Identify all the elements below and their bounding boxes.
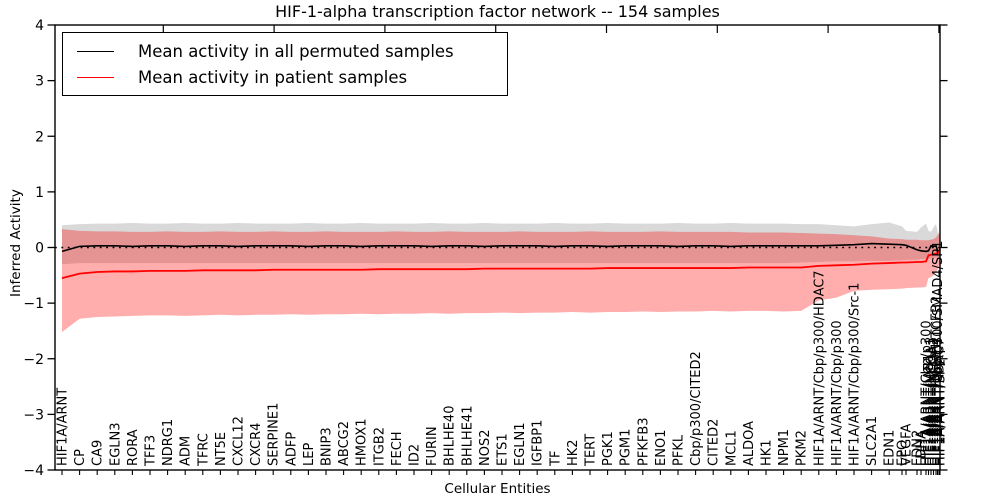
x-tick-label: EGLN1 (513, 422, 528, 466)
x-tick-label: ENO1 (654, 430, 669, 466)
x-tick-label: EDN2 (911, 430, 926, 466)
x-tick-label: CXCL12 (232, 416, 247, 466)
x-tick-label: SERPINE1 (267, 403, 282, 466)
x-tick-label: TFRC (196, 433, 211, 467)
x-tick-label: EPO (896, 440, 911, 466)
x-tick-label: IGFBP1 (531, 420, 546, 466)
x-tick-label: HIF1A/ARNT/JAB1 (922, 354, 937, 466)
legend-label-patient: Mean activity in patient samples (138, 67, 408, 87)
x-tick-label: NPM1 (777, 429, 792, 466)
x-tick-label: HIF1A/ARNT/Cbp/p300/HDAC7 (812, 270, 827, 466)
x-tick-label: TF (548, 451, 563, 467)
x-tick-label: CITED2 (707, 419, 722, 466)
x-tick-label: HIF1A/ARNT/SP1 (934, 359, 949, 466)
permuted-line-swatch (77, 50, 114, 52)
x-tick-label: HIF1A/ARNT/TCEB1/TCEB2 (930, 296, 945, 466)
patient-mean-line (61, 249, 941, 279)
x-tick-label: ADFP (284, 432, 299, 466)
x-tick-label: HIF1A/ARNT/Cbp/p300 (830, 320, 845, 466)
x-tick-label: BNIP3 (320, 427, 335, 466)
y-tick-label: 1 (35, 185, 44, 201)
x-tick-label: NT5E (214, 432, 229, 466)
x-tick-label: EGLN3 (108, 422, 123, 466)
x-tick-label: BHLHE40 (443, 406, 458, 466)
x-tick-label: HIF1A/ARNT (56, 388, 71, 466)
x-tick-label: EDN1 (883, 430, 898, 466)
x-tick-label: SLC2A1 (865, 416, 880, 466)
x-tick-label: HIF1A/ARNT/Cbp/p300/Src-1 (848, 283, 863, 466)
x-tick-label: NDRG1 (161, 419, 176, 466)
x-tick-label: PFKL (672, 434, 687, 466)
y-tick-label: 0 (35, 241, 44, 257)
legend-entry-patient: Mean activity in patient samples (77, 68, 507, 87)
x-tick-label: CA9 (91, 440, 106, 466)
x-tick-label: TFF3 (144, 435, 159, 467)
y-tick-label: −3 (23, 407, 44, 423)
x-tick-label: ABCG2 (337, 421, 352, 466)
permuted-confidence-band (62, 222, 940, 265)
y-axis-title: Inferred Activity (8, 189, 24, 297)
x-tick-label: ITGB2 (372, 427, 387, 466)
legend-entry-permuted: Mean activity in all permuted samples (77, 42, 507, 61)
y-tick-label: −1 (23, 296, 44, 312)
x-tick-label: HK1 (760, 439, 775, 466)
x-tick-label: HIF1A/ARNT/NCOA1 (925, 337, 940, 466)
x-tick-label: HIF1A/ARNT/NCOA2 (927, 337, 942, 466)
x-tick-label: HIF1A/ARNT/Cbp/p300/SMAD4/SP1 (931, 241, 946, 466)
x-tick-label: TERT (584, 434, 599, 467)
x-tick-label: ETS1 (496, 433, 511, 466)
x-tick-label: NOS2 (478, 430, 493, 466)
x-tick-label: LEP (302, 443, 317, 466)
patient-line-swatch (77, 76, 114, 78)
x-tick-label: HMOX1 (355, 418, 370, 466)
y-tick-label: 3 (35, 74, 44, 90)
x-tick-label: PKM2 (795, 430, 810, 466)
y-tick-label: 4 (35, 18, 44, 34)
y-tick-label: 2 (35, 129, 44, 145)
x-axis-title: Cellular Entities (444, 481, 551, 497)
x-tick-label: HIF1A/ARNT/Cbp/p300 (920, 320, 935, 466)
x-tick-label: ADM (179, 436, 194, 466)
x-tick-label: RORA (126, 429, 141, 466)
x-tick-label: PGM1 (619, 429, 634, 466)
x-tick-label: VEGFA (900, 424, 915, 466)
x-tick-label: ALDOA (742, 421, 757, 466)
x-tick-label: HK2 (566, 439, 581, 466)
x-tick-label: FURIN (425, 426, 440, 466)
x-tick-label: CXCR4 (249, 423, 264, 466)
y-tick-label: −2 (23, 352, 44, 368)
legend-label-permuted: Mean activity in all permuted samples (138, 41, 454, 61)
x-tick-label: PFKFB3 (636, 417, 651, 466)
x-tick-label: LDHA (915, 430, 930, 466)
x-tick-label: FECH (390, 431, 405, 466)
permuted-mean-line (61, 242, 941, 254)
y-tick-label: −4 (23, 463, 44, 479)
x-tick-label: ID2 (408, 444, 423, 466)
x-tick-label: MCL1 (724, 430, 739, 466)
chart-title: HIF-1-alpha transcription factor network… (275, 2, 720, 21)
x-tick-label: BHLHE41 (460, 406, 475, 466)
x-tick-label: CP (73, 449, 88, 466)
x-tick-label: PGK1 (601, 431, 616, 466)
legend-box: Mean activity in all permuted samples Me… (62, 32, 508, 96)
x-tick-label: Cbp/p300/CITED2 (689, 351, 704, 466)
patient-confidence-band (62, 229, 940, 333)
